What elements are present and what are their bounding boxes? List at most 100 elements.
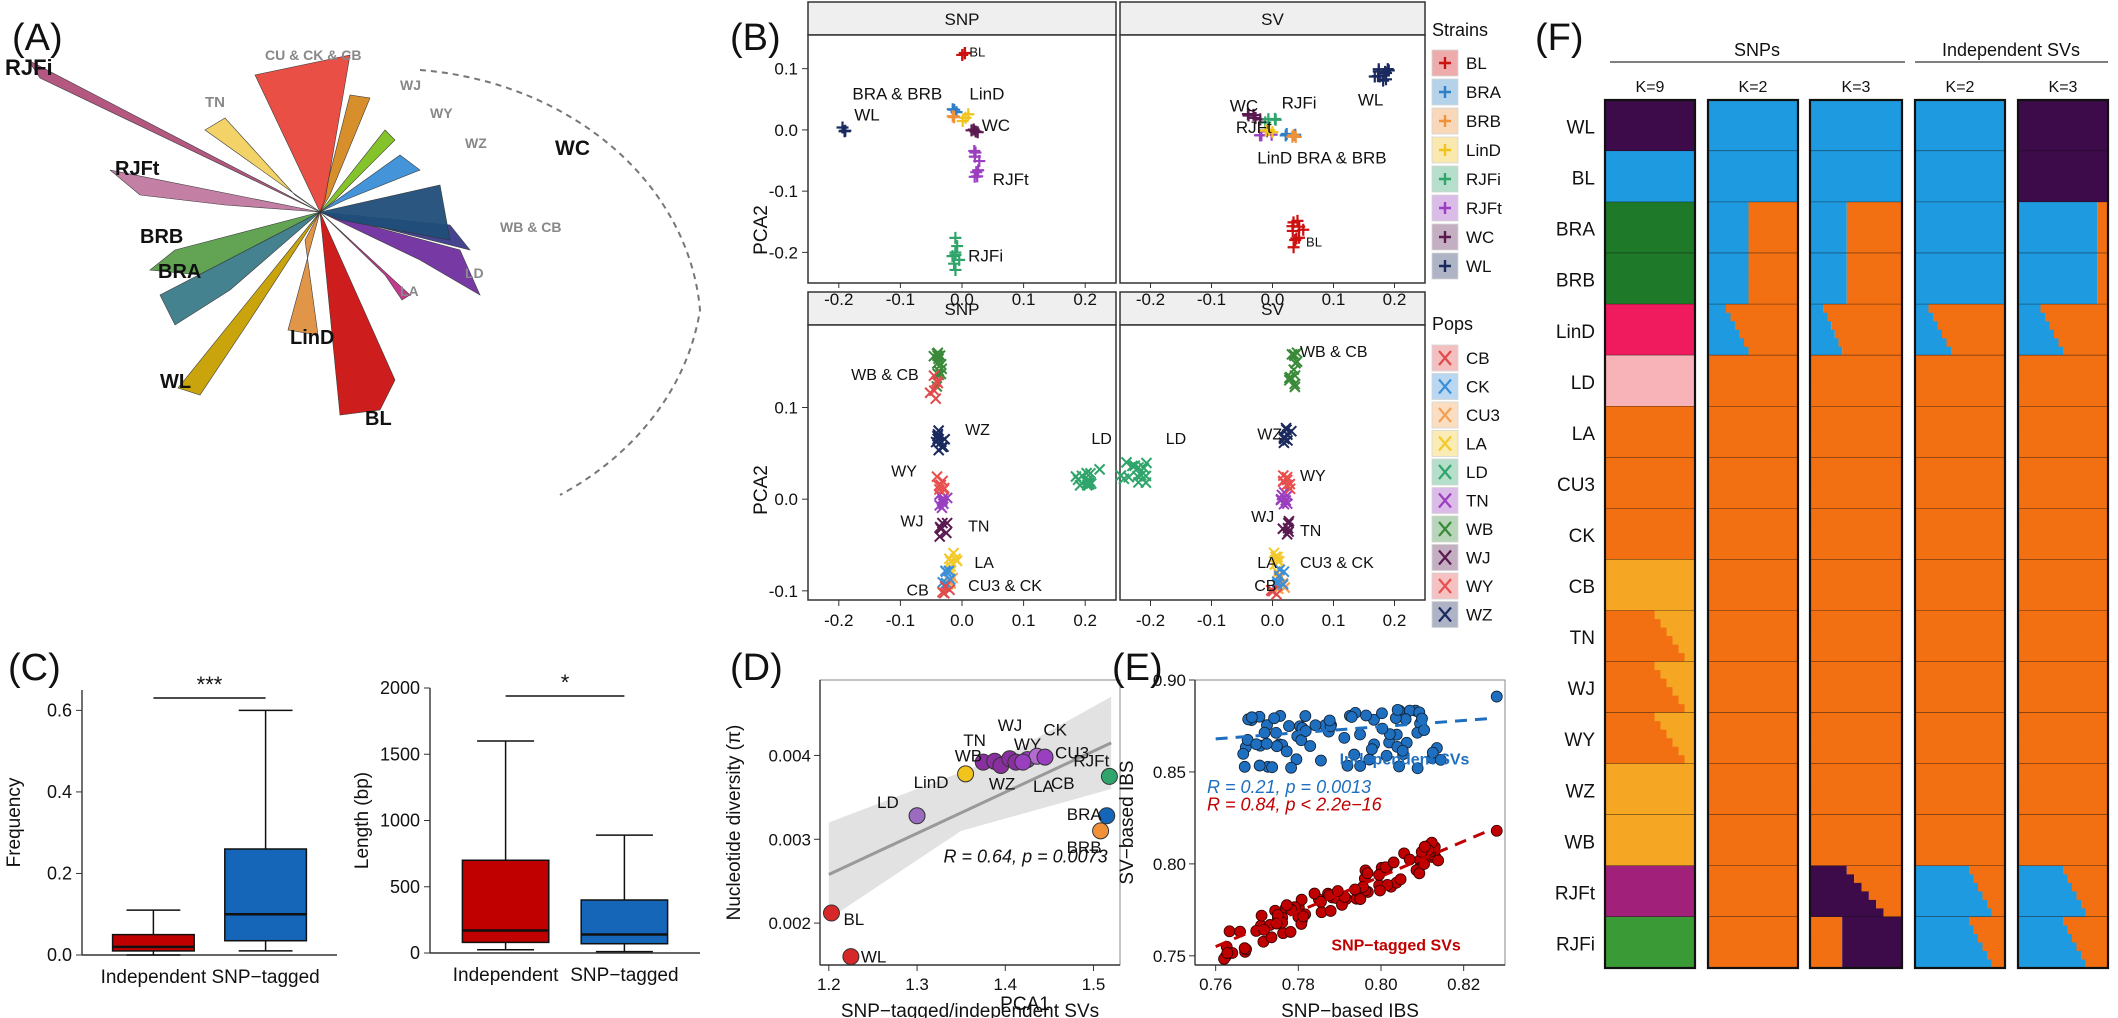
- pca-point: [968, 144, 981, 157]
- pca-point: [1262, 113, 1275, 126]
- legend-label-wl: WL: [1466, 257, 1492, 276]
- category-label: SNP−tagged: [570, 965, 678, 986]
- x-tick-label: -0.1: [1197, 611, 1226, 630]
- admixture-bar: [1708, 270, 1749, 280]
- admixture-bar: [1946, 338, 2005, 348]
- admixture-bar: [2018, 125, 2108, 135]
- admixture-bar: [1708, 159, 1798, 169]
- admixture-bar: [1810, 695, 1902, 705]
- facet-strip-bottom-snp: [807, 291, 1117, 326]
- y-tick-label: 0: [410, 943, 420, 963]
- admixture-bar: [1708, 933, 1798, 943]
- admixture-bar: [1605, 738, 1673, 748]
- admixture-bar: [1708, 797, 1798, 807]
- admixture-bar: [1605, 142, 1695, 152]
- admixture-bar: [2018, 287, 2098, 297]
- admixture-bar: [1708, 193, 1798, 203]
- admixture-bar: [1810, 278, 1847, 288]
- facet-panel-bottom-snp: [807, 324, 1117, 601]
- admixture-bar: [2018, 100, 2108, 109]
- pca-label: RJFt: [993, 170, 1029, 189]
- y-tick-label: 0.1: [774, 399, 798, 418]
- admixture-bar: [1810, 653, 1902, 663]
- admixture-bar: [1672, 636, 1695, 646]
- admixture-bar: [2018, 670, 2108, 680]
- legend-marker: [1438, 549, 1452, 566]
- admixture-bar: [1605, 670, 1661, 680]
- admixture-bar: [2097, 236, 2108, 246]
- admixture-bar: [1708, 142, 1798, 152]
- admixture-bar: [1605, 746, 1679, 756]
- admixture-bar: [1915, 287, 2005, 297]
- x-axis-label: SNP−tagged/independent SVs: [841, 1001, 1099, 1018]
- pca-point: [1282, 522, 1294, 534]
- panel-d: (D) 1.2 1.3 1.4 1.5 0.002 0.003 0.004 SNP−tagge…: [724, 647, 1121, 1018]
- pca-point: [1084, 467, 1097, 480]
- admixture-bar: [1708, 653, 1798, 663]
- phylogenetic-tree: [27, 54, 481, 416]
- admixture-bar: [1605, 185, 1695, 195]
- point-independent: [1354, 728, 1366, 741]
- admixture-bar: [1708, 695, 1798, 705]
- admixture-bar: [1915, 738, 2005, 748]
- admixture-bar: [1605, 593, 1695, 603]
- clade-wj: [319, 94, 371, 213]
- admixture-bar: [1842, 925, 1902, 935]
- admixture-bar: [1933, 312, 2005, 322]
- admixture-bar: [1605, 440, 1695, 450]
- k-label: K=9: [1636, 79, 1665, 96]
- legend-label-lind: LinD: [1466, 141, 1501, 160]
- admixture-bar: [1605, 312, 1695, 322]
- pca-point: [1284, 371, 1297, 383]
- panel-f-label: (F): [1535, 17, 1584, 59]
- admixture-bar: [2018, 346, 2063, 356]
- admixture-bar: [1708, 372, 1798, 382]
- admixture-bar: [1605, 474, 1695, 484]
- admixture-bar: [1708, 559, 1798, 569]
- admixture-bar: [1810, 355, 1902, 365]
- row-label-wj: WJ: [1568, 679, 1595, 700]
- category-label: Independent: [453, 965, 559, 986]
- admixture-bar: [2081, 950, 2108, 960]
- admixture-bar: [1678, 695, 1695, 705]
- admixture-bar: [1915, 457, 2005, 467]
- admixture-bar: [1708, 516, 1798, 526]
- admixture-bar: [1605, 168, 1695, 177]
- admixture-bar: [1739, 329, 1798, 339]
- pca-point: [940, 566, 952, 578]
- admixture-bar: [1605, 457, 1695, 467]
- clade-la: [319, 211, 411, 301]
- admixture-bar: [1810, 585, 1902, 594]
- admixture-bar: [1915, 823, 2005, 833]
- admixture-bar: [1810, 295, 1847, 305]
- admixture-bar: [1876, 899, 1902, 909]
- admixture-bar: [1605, 448, 1695, 458]
- admixture-bar: [1605, 261, 1695, 271]
- admixture-bar: [1810, 925, 1843, 935]
- legend-label-wy: WY: [1466, 577, 1493, 596]
- admixture-bar: [2018, 363, 2108, 373]
- admixture-bar: [1810, 151, 1902, 160]
- legend-label-bra: BRA: [1466, 83, 1502, 102]
- pca-label: WC: [1230, 97, 1258, 116]
- legend-label-cu3: CU3: [1466, 406, 1500, 425]
- pca-point: [1273, 570, 1285, 582]
- admixture-bar: [1915, 151, 2005, 160]
- admixture-bar: [1708, 568, 1798, 577]
- admixture-bar: [1708, 321, 1735, 331]
- point-label-ld: LD: [877, 793, 899, 812]
- admixture-bar: [1915, 746, 2005, 756]
- pca-point: [1268, 547, 1280, 559]
- admixture-bar: [1810, 551, 1902, 560]
- admixture-bar: [1846, 227, 1902, 237]
- pca-point: [972, 164, 985, 177]
- pca-label: BRA & BRB: [1297, 149, 1387, 168]
- admixture-bar: [1708, 610, 1798, 620]
- admixture-bar: [1846, 865, 1902, 875]
- legend-label-bl: BL: [1466, 54, 1487, 73]
- admixture-bar: [1708, 295, 1749, 305]
- admixture-bar: [1748, 287, 1798, 297]
- admixture-bar: [1748, 202, 1798, 212]
- admixture-bar: [2018, 414, 2108, 424]
- admixture-bar: [1810, 806, 1902, 816]
